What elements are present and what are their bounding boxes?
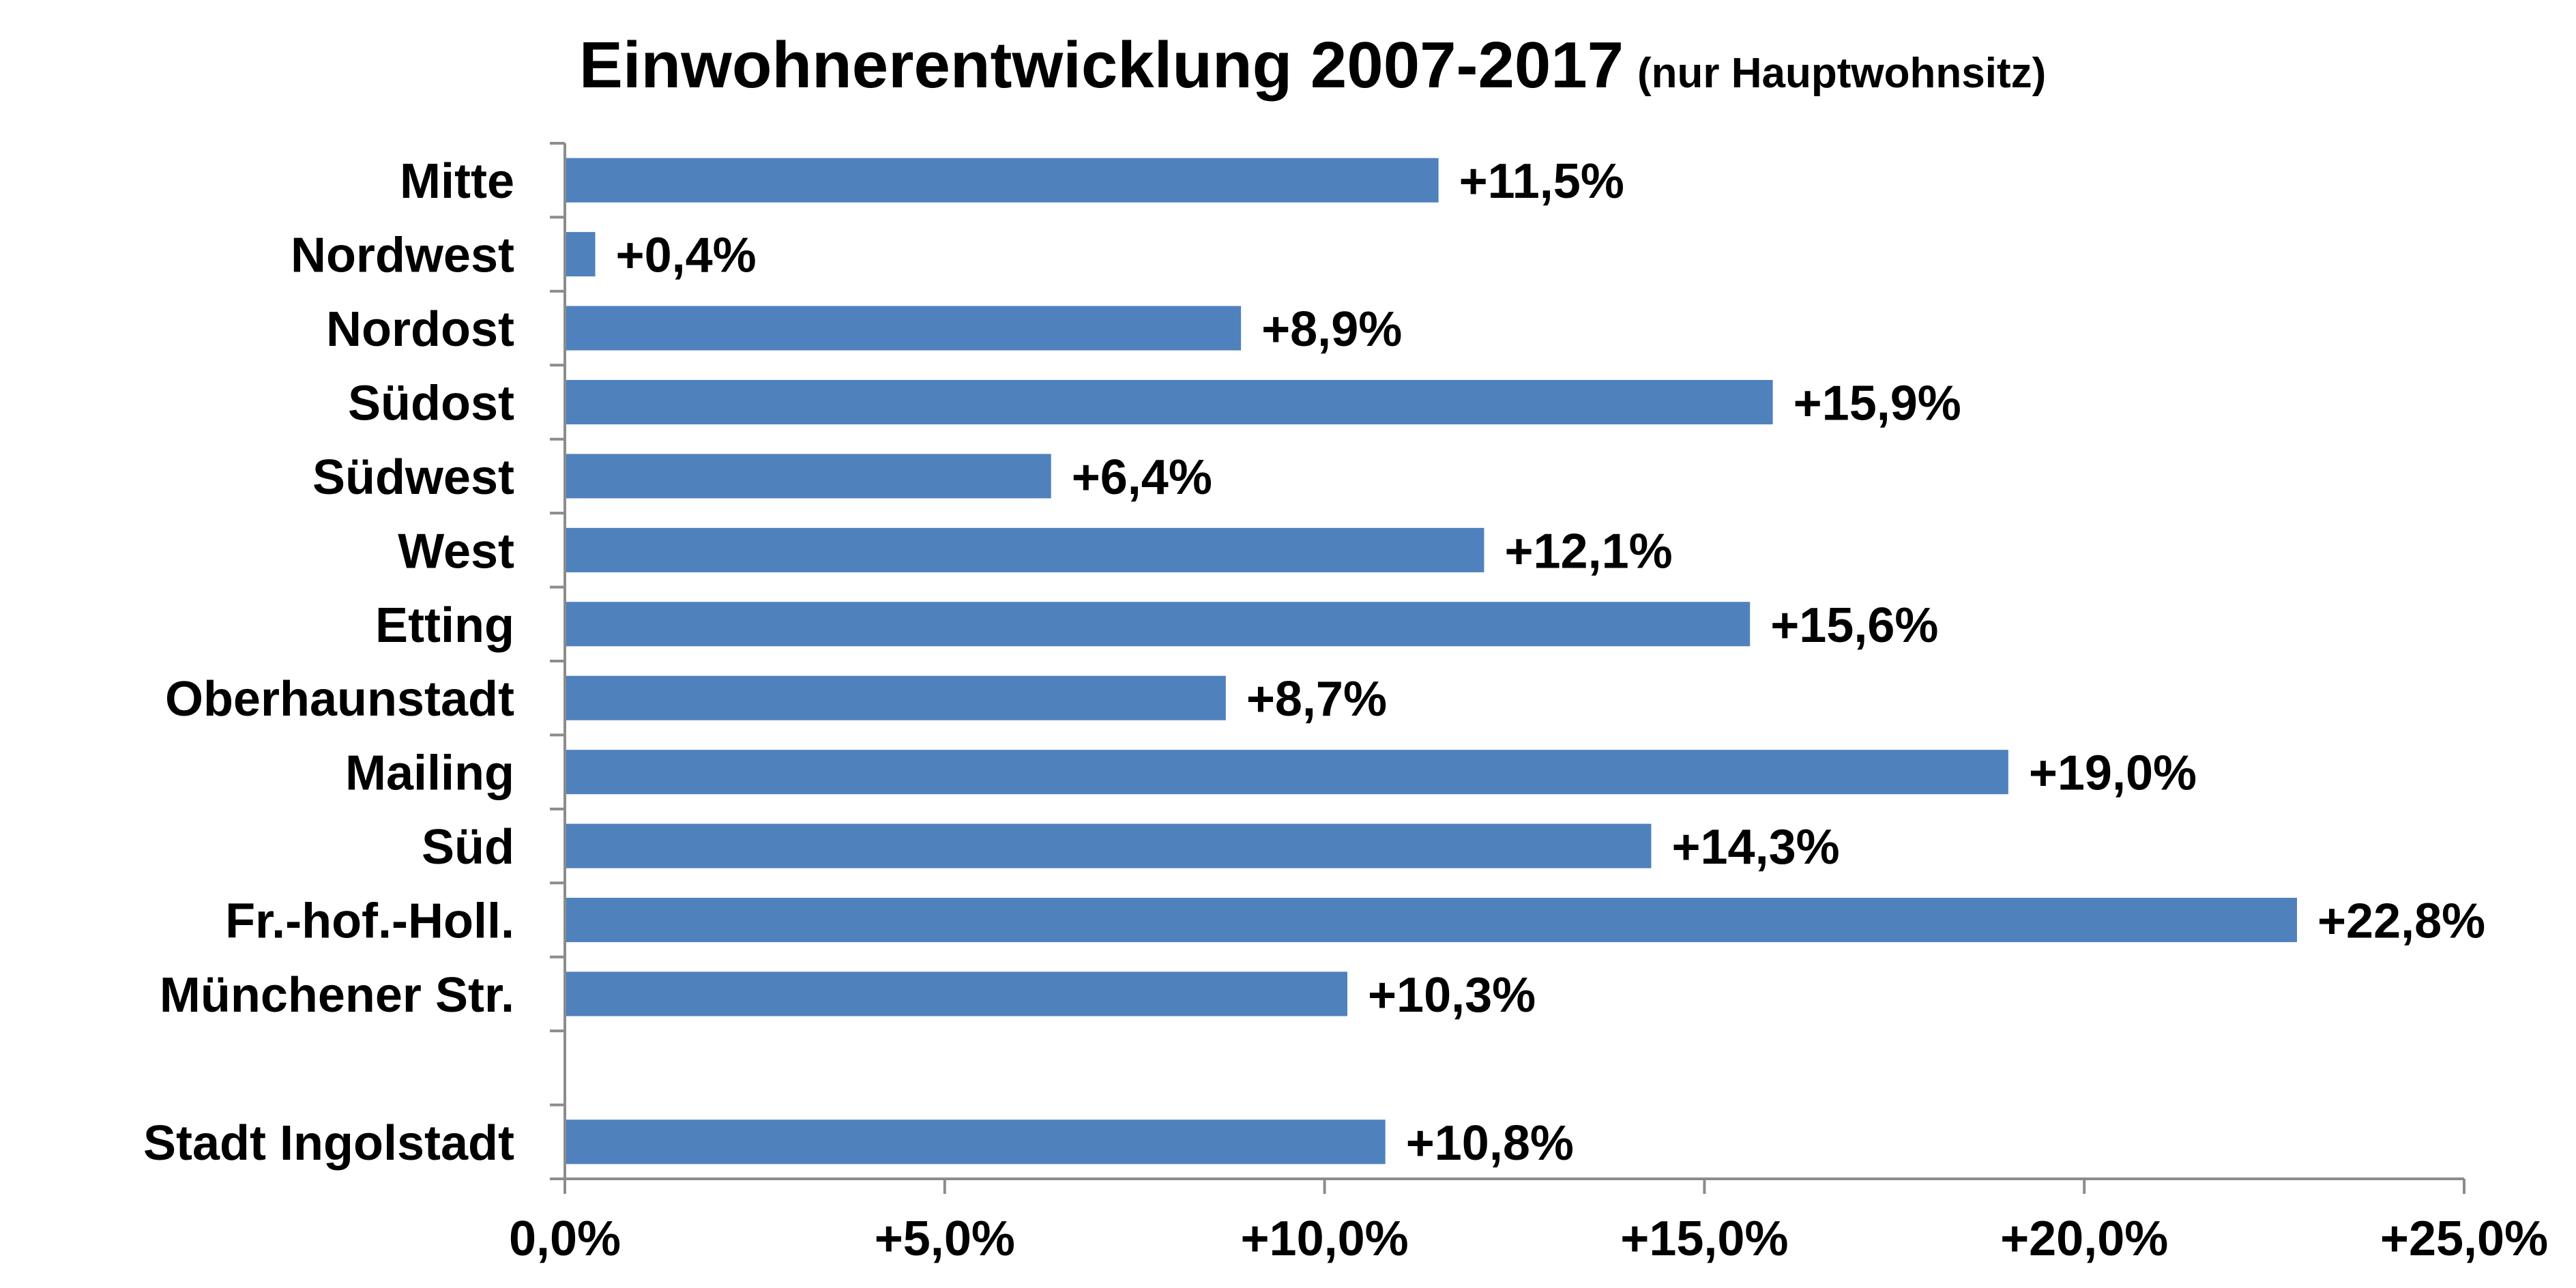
axes-group: 0,0% +5,0% +10,0% +15,0% +20,0% +25,0%: [509, 142, 2548, 1266]
category-label-3: Nordost: [326, 302, 514, 357]
category-label-11: Fr.-hof.-Holl.: [225, 894, 514, 949]
bar-6: [565, 527, 1484, 572]
bar-10: [565, 823, 1652, 868]
bar-2: [565, 232, 596, 277]
category-label-4: Südost: [348, 377, 514, 431]
category-label-6: West: [398, 524, 514, 579]
category-label-7: Etting: [375, 598, 514, 653]
bar-9: [565, 750, 2008, 795]
category-label-10: Süd: [422, 820, 514, 875]
bar-11: [565, 897, 2298, 943]
bar-4: [565, 379, 1773, 425]
chart-subtitle: (nur Hauptwohnsitz): [1637, 50, 2046, 97]
data-label-14: +10,8%: [1406, 1116, 1574, 1171]
data-label-9: +19,0%: [2029, 746, 2197, 801]
data-label-10: +14,3%: [1671, 820, 1839, 875]
data-label-11: +22,8%: [2317, 894, 2485, 949]
x-tick-label-0: 0,0%: [509, 1212, 621, 1266]
category-label-2: Nordwest: [291, 229, 514, 283]
x-tick-label-4: +20,0%: [2000, 1212, 2168, 1266]
x-tick-label-1: +5,0%: [875, 1212, 1015, 1266]
bar-8: [565, 675, 1226, 720]
chart-title: Einwohnerentwicklung 2007-2017: [579, 29, 1624, 102]
data-label-8: +8,7%: [1246, 672, 1387, 727]
category-label-8: Oberhaunstadt: [165, 672, 514, 727]
data-label-3: +8,9%: [1261, 302, 1402, 357]
category-label-1: Mitte: [400, 154, 514, 209]
bar-14: [565, 1119, 1386, 1165]
x-tick-label-5: +25,0%: [2380, 1212, 2548, 1266]
category-label-5: Südwest: [312, 450, 514, 505]
category-label-14: Stadt Ingolstadt: [143, 1116, 514, 1171]
data-label-4: +15,9%: [1794, 377, 1961, 431]
category-labels-group: Mitte Nordwest Nordost Südost Südwest West Ett…: [143, 154, 514, 1171]
bars-group: [565, 158, 2298, 1165]
bar-1: [565, 158, 1439, 203]
bar-5: [565, 454, 1051, 499]
bar-12: [565, 971, 1348, 1016]
bar-3: [565, 306, 1242, 351]
x-tick-label-2: +10,0%: [1240, 1212, 1408, 1266]
data-label-1: +11,5%: [1459, 154, 1624, 209]
data-label-12: +10,3%: [1368, 968, 1536, 1023]
data-labels-group: +11,5% +0,4% +8,9% +15,9% +6,4% +12,1% +15,6% +…: [616, 154, 2486, 1171]
data-label-6: +12,1%: [1504, 524, 1672, 579]
category-label-9: Mailing: [345, 746, 514, 801]
category-label-12: Münchener Str.: [160, 968, 514, 1023]
data-label-7: +15,6%: [1770, 598, 1938, 653]
x-tick-label-3: +15,0%: [1620, 1212, 1788, 1266]
bar-7: [565, 602, 1751, 647]
data-label-2: +0,4%: [616, 229, 757, 283]
data-label-5: +6,4%: [1072, 450, 1212, 505]
